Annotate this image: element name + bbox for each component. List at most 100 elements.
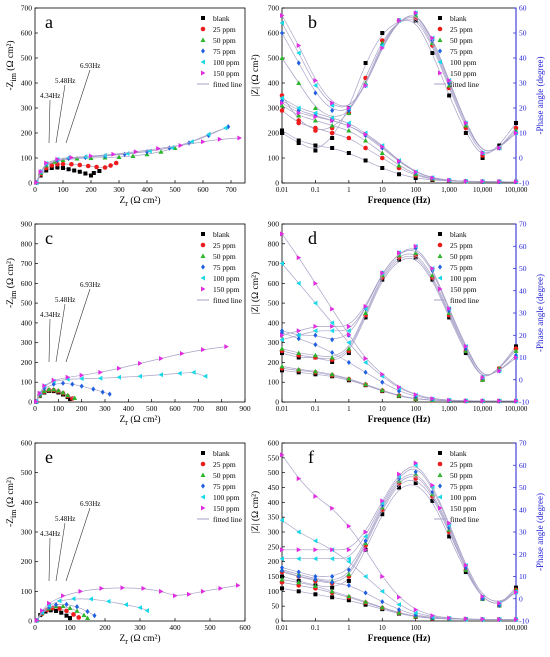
data-point-phase (313, 332, 318, 338)
data-point-modulus (397, 607, 401, 613)
data-point-phase (280, 13, 285, 18)
data-point-phase (279, 20, 284, 26)
annotation-arrow (65, 507, 91, 582)
x-tick-label: 0 (33, 623, 37, 632)
data-point-modulus (312, 583, 318, 588)
legend-marker-3 (201, 483, 205, 489)
y-tick-label: 350 (268, 513, 280, 522)
data-point-modulus (296, 476, 302, 482)
legend-label: 50 ppm (213, 471, 236, 480)
y2-tick-label: 60 (519, 242, 527, 251)
legend-label: 25 ppm (450, 460, 473, 469)
annotation-arrow (65, 69, 91, 144)
data-point-modulus (330, 306, 335, 312)
x-tick-label: 600 (197, 185, 209, 194)
data-point-modulus (363, 359, 368, 365)
data-point-phase (346, 547, 352, 553)
data-point (122, 151, 127, 157)
data-point-modulus (313, 576, 318, 583)
data-point-modulus (447, 177, 452, 183)
data-point-modulus (413, 610, 418, 616)
data-point-phase (514, 130, 519, 136)
data-point-modulus (329, 588, 335, 594)
data-point-modulus (313, 592, 318, 597)
data-point-modulus (463, 178, 469, 184)
y2-tick-label: 30 (519, 309, 527, 318)
legend-label: blank (450, 449, 467, 458)
data-point-modulus (379, 387, 385, 393)
data-point-phase (363, 303, 369, 309)
data-point-phase (296, 141, 301, 145)
legend-marker-4 (437, 275, 442, 281)
data-point-modulus (463, 616, 469, 622)
x-tick-label: 10,000 (473, 186, 493, 194)
y-tick-label: 700 (21, 259, 33, 268)
data-point (102, 153, 107, 158)
data-point (158, 149, 164, 154)
y-axis-label: -Zim (Ω cm²) (5, 477, 18, 527)
data-point-modulus (346, 593, 352, 599)
data-point (34, 180, 39, 185)
legend-marker-0 (201, 16, 205, 20)
data-point (74, 608, 80, 613)
chart-d: 0.01 0.1 1 10 100 1,000 10,000 100,000010020030… (250, 220, 545, 426)
data-point (111, 151, 116, 157)
y2-tick-label: -10 (519, 398, 529, 407)
data-point-phase (280, 547, 285, 553)
legend-marker-5 (438, 70, 443, 76)
data-point-modulus (296, 105, 301, 111)
data-point (217, 136, 223, 142)
data-point-phase (346, 328, 351, 334)
data-point (59, 610, 64, 615)
data-point-modulus (296, 255, 302, 261)
chart-e: 0 100 200 300 400 500 600 0 100 200 300 400 500 600 Zr… (5, 439, 251, 647)
annotation-label: 4.34Hz (40, 530, 60, 538)
data-point (224, 344, 229, 350)
legend-label: 75 ppm (450, 482, 473, 491)
data-point-modulus (312, 118, 318, 123)
panel-letter: d (308, 228, 317, 248)
x-tick-label: 10 (379, 405, 387, 413)
x-tick-label: 600 (239, 623, 251, 632)
data-point-modulus (296, 110, 302, 116)
data-point-phase (514, 589, 519, 595)
annotation-label: 5.48Hz (55, 515, 75, 523)
data-point (67, 605, 73, 610)
data-point-modulus (296, 138, 301, 143)
annotation-label: 4.34Hz (40, 311, 60, 319)
data-point-modulus (363, 131, 369, 137)
data-point (88, 155, 94, 160)
legend-marker-5 (201, 286, 206, 292)
data-point (51, 386, 57, 392)
data-point-phase (413, 469, 418, 475)
data-point-modulus (280, 567, 284, 574)
legend-marker-2 (200, 37, 206, 42)
data-point-phase (514, 352, 518, 358)
y2-tick-label: 10 (519, 572, 527, 581)
data-point-phase (397, 250, 402, 256)
y-tick-label: 700 (268, 259, 280, 268)
data-point-phase (280, 332, 285, 338)
y-tick-label: 900 (268, 220, 280, 229)
data-point (55, 388, 61, 393)
data-point (202, 373, 208, 379)
annotation-label: 5.48Hz (55, 296, 75, 304)
data-point-modulus (430, 175, 435, 181)
x-tick-label: 200 (99, 623, 111, 632)
data-point-phase (447, 78, 452, 83)
x-tick-label: 400 (141, 185, 153, 194)
legend-label: 100 ppm (213, 493, 240, 502)
data-point-phase (346, 105, 352, 111)
y2-tick-label: 50 (519, 29, 527, 38)
data-point-modulus (280, 100, 285, 106)
x-tick-label: 0.01 (276, 186, 289, 194)
frequency-annotations: 4.34Hz 5.48Hz 6.93Hz (40, 500, 100, 582)
data-point-phase (330, 107, 335, 114)
data-point-modulus (313, 114, 318, 120)
y-tick-label: 300 (268, 528, 280, 537)
legend-label: fitted line (450, 80, 480, 89)
data-point-phase (413, 18, 418, 23)
y2-tick-label: 50 (519, 483, 527, 492)
data-point (156, 146, 161, 151)
data-point-modulus (363, 590, 368, 596)
